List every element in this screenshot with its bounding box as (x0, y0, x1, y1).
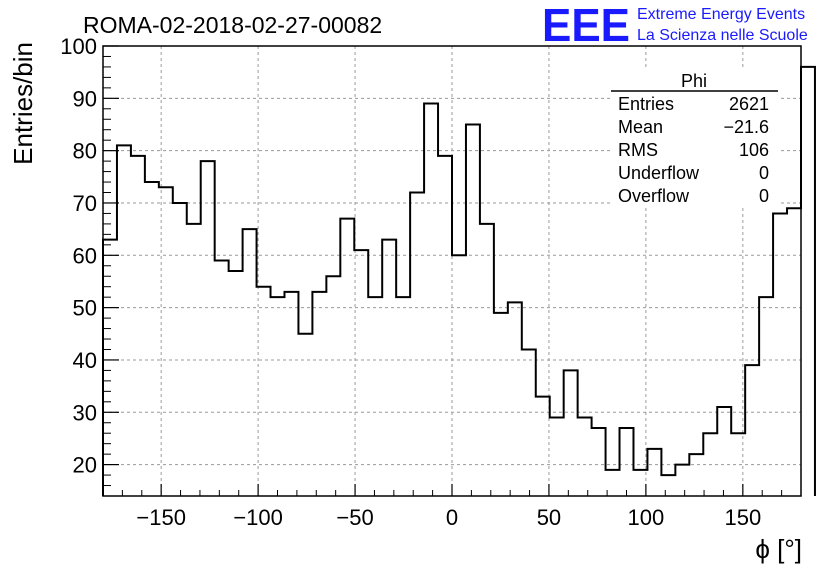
y-tick-label: 20 (73, 453, 97, 478)
histogram-outline (102, 65, 816, 496)
stats-value-rms: 106 (739, 140, 769, 160)
stats-label-overflow: Overflow (618, 186, 690, 206)
y-tick-label: 90 (73, 86, 97, 111)
y-tick-label: 30 (73, 400, 97, 425)
x-tick-label: −100 (233, 505, 283, 530)
stats-box: Phi Entries 2621 Mean −21.6 RMS 106 Unde… (611, 68, 778, 208)
stats-value-underflow: 0 (759, 163, 769, 183)
x-tick-label: −150 (136, 505, 186, 530)
y-tick-label: 40 (73, 348, 97, 373)
stats-label-underflow: Underflow (618, 163, 700, 183)
x-tick-label: −50 (336, 505, 373, 530)
stats-label-entries: Entries (618, 94, 674, 114)
y-axis-label: Entries/bin (8, 42, 38, 165)
y-tick-label: 100 (60, 34, 97, 59)
stats-value-mean: −21.6 (723, 117, 769, 137)
y-tick-label: 60 (73, 243, 97, 268)
x-tick-label: 100 (628, 505, 665, 530)
logo-line-1: Extreme Energy Events (637, 6, 805, 23)
stats-value-overflow: 0 (759, 186, 769, 206)
stats-label-mean: Mean (618, 117, 663, 137)
axis-ticks: −150 −100 −50 0 50 100 150 20 30 40 50 60 70 80 90 100 (60, 34, 783, 530)
x-tick-label: 0 (446, 505, 458, 530)
x-axis-label: ϕ [°] (755, 534, 802, 564)
x-tick-label: 150 (724, 505, 761, 530)
stats-value-entries: 2621 (729, 94, 769, 114)
x-tick-label: 50 (537, 505, 561, 530)
stats-title: Phi (681, 71, 707, 91)
stats-label-rms: RMS (618, 140, 658, 160)
eee-logo: EEE Extreme Energy Events La Scienza nel… (542, 0, 808, 51)
y-tick-label: 70 (73, 191, 97, 216)
logo-mark: EEE (542, 0, 630, 51)
logo-line-2: La Scienza nelle Scuole (637, 27, 808, 44)
y-tick-label: 50 (73, 296, 97, 321)
chart-title: ROMA-02-2018-02-27-00082 (83, 12, 382, 38)
y-tick-label: 80 (73, 139, 97, 164)
